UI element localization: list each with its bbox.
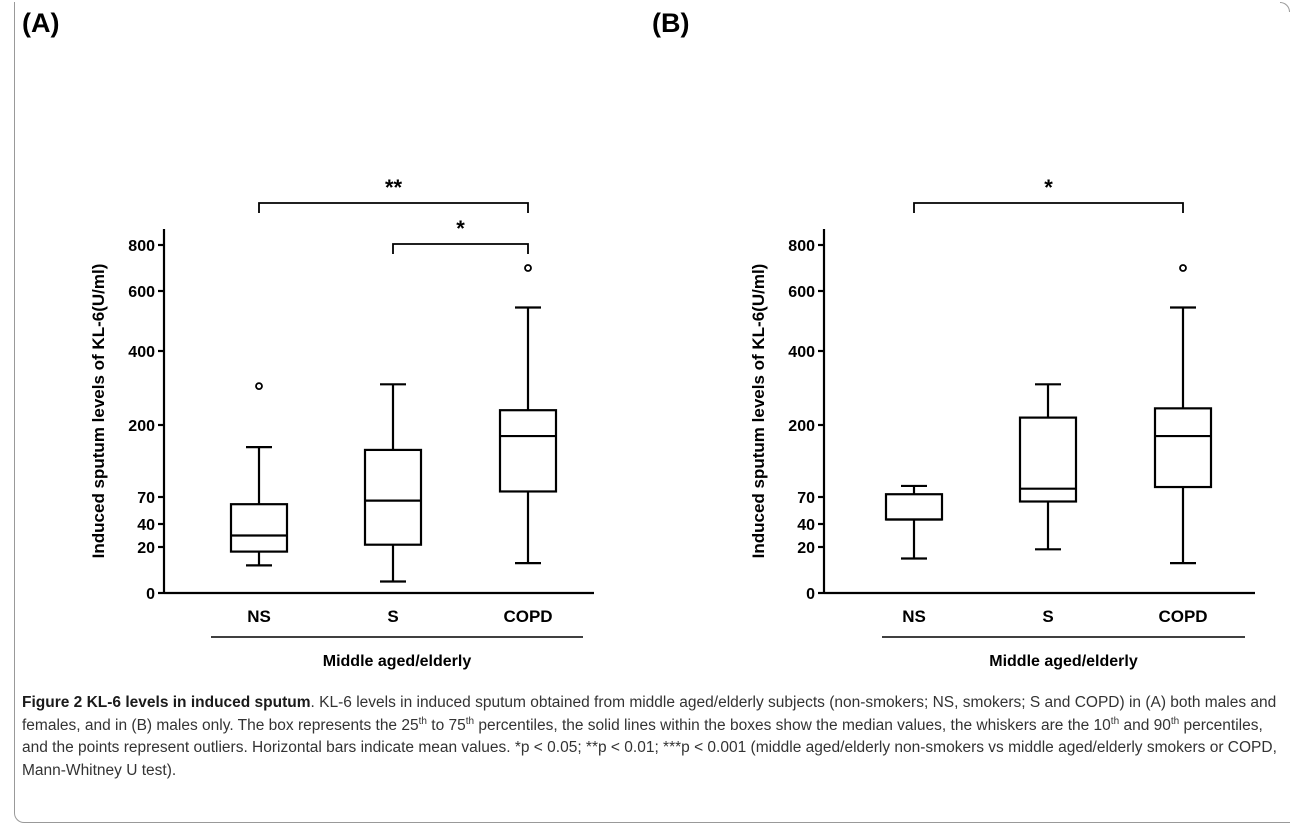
x-axis-label: Middle aged/elderly bbox=[989, 653, 1138, 670]
box-ns bbox=[229, 503, 289, 553]
caption-text-4: and 90 bbox=[1119, 716, 1171, 734]
y-tick-label: 70 bbox=[797, 490, 815, 507]
caption-text-5: percentiles, and the points represent ou… bbox=[22, 716, 1277, 779]
significance-bracket bbox=[392, 243, 529, 254]
significance-bracket bbox=[258, 202, 529, 213]
x-tick-label: COPD bbox=[1158, 607, 1207, 626]
caption-text-2: to 75 bbox=[426, 716, 466, 734]
y-tick-label: 600 bbox=[788, 284, 815, 301]
y-tick-label: 400 bbox=[128, 344, 155, 361]
x-axis-label: Middle aged/elderly bbox=[323, 653, 472, 670]
significance-bracket bbox=[913, 202, 1184, 213]
caption-text-3: percentiles, the solid lines within the … bbox=[474, 716, 1111, 734]
caption-sup-1: th bbox=[418, 715, 427, 727]
y-tick-label: 20 bbox=[797, 540, 815, 557]
x-tick-label: NS bbox=[902, 607, 926, 626]
outlier-point bbox=[255, 382, 263, 391]
x-tick-label: S bbox=[1042, 607, 1053, 626]
caption-sup-4: th bbox=[1170, 715, 1180, 727]
box-s bbox=[363, 448, 423, 546]
y-axis-label: Induced sputum levels of KL-6(U/ml) bbox=[749, 264, 768, 559]
box-copd bbox=[1153, 407, 1213, 489]
x-tick-label: S bbox=[387, 607, 398, 626]
y-tick-label: 0 bbox=[146, 586, 155, 603]
chart-b: 0 20 40 70 200 400 600 800 Induced sputum levels… bbox=[749, 175, 1255, 670]
y-tick-label: 40 bbox=[137, 517, 155, 534]
significance-label: ** bbox=[385, 175, 403, 200]
box-ns bbox=[884, 493, 944, 521]
x-tick-label: COPD bbox=[503, 607, 552, 626]
y-tick-label: 20 bbox=[137, 540, 155, 557]
box-copd bbox=[498, 409, 558, 493]
y-tick-label: 200 bbox=[128, 418, 155, 435]
y-axis-label: Induced sputum levels of KL-6(U/ml) bbox=[89, 264, 108, 559]
figure-frame bbox=[14, 2, 1290, 823]
box-s bbox=[1018, 416, 1078, 503]
significance-label: * bbox=[456, 216, 465, 241]
x-tick-label: NS bbox=[247, 607, 271, 626]
y-tick-label: 800 bbox=[128, 238, 155, 255]
caption-text-1: . KL-6 levels in induced sputum obtained… bbox=[22, 694, 1277, 734]
caption-title: Figure 2 KL-6 levels in induced sputum bbox=[22, 694, 311, 711]
y-tick-label: 0 bbox=[806, 586, 815, 603]
figure-caption: Figure 2 KL-6 levels in induced sputum. … bbox=[22, 692, 1280, 782]
panel-label-a: (A) bbox=[22, 8, 60, 38]
y-tick-label: 200 bbox=[788, 418, 815, 435]
chart-a: 0 20 40 70 200 400 600 800 Induced sputum levels… bbox=[89, 175, 594, 670]
caption-sup-2: th bbox=[465, 715, 475, 727]
caption-sup-3: th bbox=[1110, 715, 1120, 727]
outlier-point bbox=[524, 264, 532, 272]
y-tick-label: 400 bbox=[788, 344, 815, 361]
significance-label: * bbox=[1044, 175, 1053, 200]
y-tick-label: 800 bbox=[788, 238, 815, 255]
y-tick-label: 70 bbox=[137, 490, 155, 507]
y-tick-label: 40 bbox=[797, 517, 815, 534]
y-tick-label: 600 bbox=[128, 284, 155, 301]
panel-label-b: (B) bbox=[652, 8, 690, 38]
outlier-point bbox=[1179, 264, 1187, 272]
